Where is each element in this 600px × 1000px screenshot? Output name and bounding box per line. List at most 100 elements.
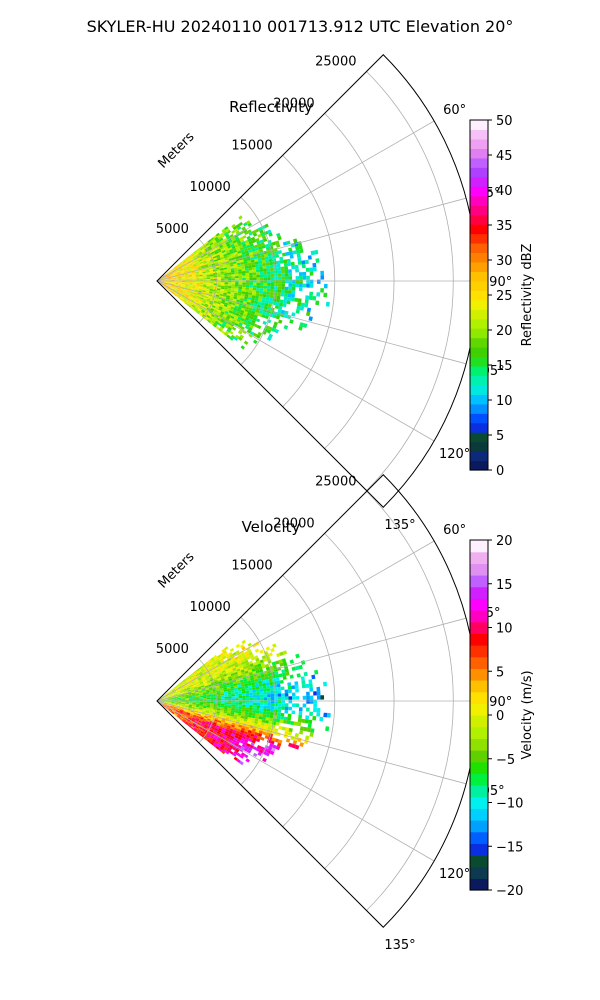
radar-cell	[192, 277, 196, 279]
radar-cell	[167, 697, 171, 699]
radar-cell	[234, 315, 239, 319]
radar-cell	[248, 738, 253, 743]
radar-cell	[237, 242, 243, 247]
radar-cell	[231, 255, 236, 259]
radar-cell	[172, 288, 177, 291]
radar-cell	[317, 279, 321, 284]
radar-cell	[178, 698, 182, 700]
radar-cell	[177, 704, 182, 706]
radar-cell	[210, 274, 214, 277]
radar-cell	[196, 264, 201, 267]
radar-cell	[250, 665, 255, 670]
radar-cell	[248, 294, 252, 298]
radar-cell	[210, 663, 215, 668]
radar-cell	[227, 732, 232, 736]
radar-cell	[259, 288, 264, 292]
radar-cell	[192, 274, 196, 277]
radar-cell	[174, 292, 178, 296]
radar-cell	[237, 736, 242, 741]
radar-cell	[255, 293, 260, 297]
radar-cell	[261, 260, 266, 264]
radar-cell	[185, 703, 189, 705]
radar-cell	[230, 268, 235, 271]
colorbar-swatch	[470, 633, 488, 646]
radar-cell	[238, 221, 243, 227]
radar-cell	[223, 292, 227, 296]
radar-cell	[282, 252, 287, 257]
radar-cell	[224, 703, 228, 706]
radar-cell	[174, 699, 179, 700]
radar-cell	[179, 297, 184, 301]
radar-cell	[316, 686, 321, 692]
radar-cell	[295, 249, 301, 254]
radar-cell	[180, 296, 184, 300]
radar-cell	[224, 324, 229, 329]
radar-cell	[178, 283, 182, 285]
radar-cell	[165, 272, 169, 275]
azimuth-tick-label: 120°	[439, 447, 470, 462]
radar-cell	[182, 259, 186, 262]
radar-cell	[233, 251, 238, 256]
colorbar-swatch	[470, 808, 488, 821]
colorbar-swatch	[470, 645, 488, 658]
radar-cell	[257, 331, 262, 337]
radar-cell	[203, 306, 208, 309]
radar-cell	[232, 739, 237, 743]
radar-cell	[187, 719, 191, 722]
radar-cell	[184, 693, 189, 695]
radar-cell	[201, 689, 206, 691]
radar-cell	[293, 238, 298, 243]
radar-cell	[210, 251, 215, 255]
radar-cell	[241, 690, 246, 694]
radar-cell	[198, 300, 203, 304]
radar-cell	[220, 269, 224, 273]
radar-cell	[285, 279, 289, 284]
radar-cell	[249, 692, 253, 696]
radar-cell	[204, 724, 208, 728]
radar-cell	[188, 704, 193, 707]
radar-cell	[160, 281, 164, 283]
radar-cell	[164, 281, 168, 283]
radar-cell	[234, 710, 239, 714]
radar-cell	[236, 668, 241, 672]
radar-cell	[216, 709, 221, 713]
radar-cell	[159, 283, 163, 286]
radar-cell	[265, 300, 269, 304]
radar-cell	[177, 285, 182, 287]
radar-cell	[230, 290, 235, 293]
radar-cell	[270, 273, 275, 277]
radar-cell	[287, 293, 292, 298]
radar-cell	[249, 287, 253, 291]
radar-cell	[196, 702, 200, 704]
radar-cell	[250, 245, 255, 250]
radar-cell	[190, 292, 194, 295]
radar-cell	[274, 670, 279, 675]
radar-cell	[252, 687, 256, 691]
radar-cell	[252, 317, 257, 321]
radar-cell	[259, 293, 263, 297]
radar-cell	[262, 238, 268, 243]
radar-cell	[248, 265, 253, 269]
radar-cell	[191, 692, 196, 695]
radar-cell	[223, 304, 228, 308]
radar-cell	[181, 286, 185, 288]
radar-cell	[224, 646, 229, 651]
radar-cell	[223, 321, 228, 325]
radar-cell	[238, 286, 243, 290]
radar-cell	[237, 670, 242, 674]
radar-cell	[179, 688, 183, 691]
radar-cell	[220, 239, 225, 244]
radar-cell	[162, 694, 166, 697]
radar-cell	[215, 305, 220, 308]
radar-cell	[177, 696, 182, 698]
radar-cell	[288, 272, 292, 277]
radar-cell	[189, 295, 193, 298]
radar-cell	[241, 727, 246, 732]
radar-cell	[243, 311, 248, 315]
radar-cell	[171, 267, 175, 271]
radar-cell	[213, 278, 218, 281]
radar-cell	[303, 726, 308, 732]
radar-cell	[270, 690, 275, 695]
radar-cell	[165, 286, 169, 289]
radar-cell	[189, 714, 194, 717]
